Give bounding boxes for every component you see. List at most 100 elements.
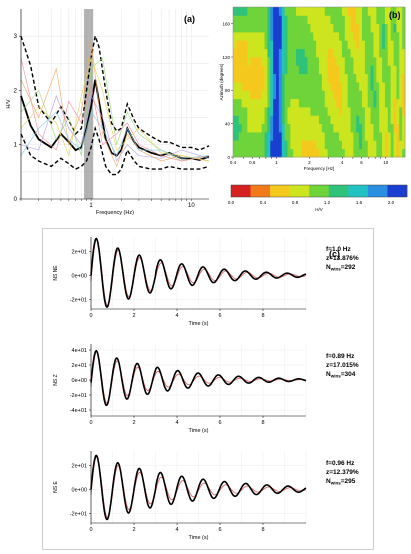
heatmap-cell [396,82,400,91]
heatmap-cell [367,140,371,150]
heatmap-cell [273,148,277,158]
heatmap-cell [350,40,354,50]
heatmap-cell [356,73,360,83]
heatmap-cell [384,90,389,100]
heatmap-cell [247,40,251,50]
heatmap-cell [241,23,245,33]
heatmap-cell [304,65,308,75]
heatmap-cell [393,48,397,58]
heatmap-cell [233,90,237,100]
heatmap-cell [376,132,380,141]
heatmap-cell [396,40,400,50]
heatmap-cell [276,57,280,66]
heatmap-cell [396,65,400,75]
hv-window-line [20,57,210,162]
heatmap-cell [341,65,346,75]
heatmap-cell [336,7,340,16]
heatmap-cell [362,90,366,100]
heatmap-cell [238,107,242,116]
heatmap-cell [353,7,357,16]
heatmap-cell [324,90,328,100]
heatmap-cell [267,90,271,100]
heatmap-cell [364,123,369,133]
windows-count-label: Nwins=292 [326,264,356,272]
heatmap-cell [267,48,271,58]
heatmap-cell [393,7,397,16]
heatmap-cell [270,23,274,33]
heatmap-cell [258,132,263,141]
heatmap-cell [255,115,260,125]
heatmap-cell [253,23,257,33]
heatmap-cell [384,23,389,33]
windows-subscript: wins [330,267,341,272]
heatmap-cell [270,132,274,141]
heatmap-cell [281,73,285,83]
heatmap-cell [344,40,349,50]
heatmap-cell [296,115,300,125]
heatmap-cell [238,23,242,33]
heatmap-cell [301,48,306,58]
heatmap-cell [255,32,260,41]
heatmap-cell [364,65,369,75]
heatmap-cell [255,82,260,91]
heatmap-cell [284,123,288,133]
heatmap-cell [359,48,363,58]
heatmap-cell [402,140,406,150]
heatmap-cell [276,65,280,75]
heatmap-cell [313,90,317,100]
heatmap-cell [316,148,320,158]
heatmap-cell [390,140,394,150]
heatmap-cell [330,40,334,50]
heatmap-cell [313,140,317,150]
heatmap-cell [267,123,271,133]
heatmap-cell [364,40,369,50]
heatmap-cell [347,98,351,108]
signal-line [90,454,307,521]
heatmap-cell [307,23,311,33]
heatmap-cell [356,40,360,50]
heatmap-cell [364,107,369,116]
heatmap-cell [290,7,294,16]
signal-line [90,349,307,407]
heatmap-cell [253,7,257,16]
heatmap-cell [307,140,311,150]
y-tick-label: 1 [14,143,18,149]
heatmap-cell [341,7,346,16]
heatmap-cell [362,57,366,66]
heatmap-cell [301,32,306,41]
heatmap-cell [296,73,300,83]
heatmap-cell [347,115,351,125]
heatmap-cell [350,7,354,16]
heatmap-cell [270,32,274,41]
heatmap-cell [387,107,392,116]
hv-window-line [20,56,210,162]
heatmap-cell [356,115,360,125]
x-tick-label: 0 [89,420,92,426]
heatmap-cell [324,57,328,66]
colorbar-segment [367,185,388,197]
heatmap-cell [341,82,346,91]
heatmap-cell [353,32,357,41]
heatmap-cell [327,57,331,66]
heatmap-cell [284,65,288,75]
heatmap-cell [301,40,306,50]
heatmap-cell [238,123,242,133]
heatmap-cell [298,23,303,33]
heatmap-cell [241,73,245,83]
heatmap-cell [301,7,306,16]
heatmap-cell [359,98,363,108]
heatmap-cell [356,7,360,16]
heatmap-cell [247,82,251,91]
heatmap-cell [333,115,337,125]
heatmap-cell [290,57,294,66]
heatmap-cell [339,23,343,33]
heatmap-cell [359,40,363,50]
heatmap-cell [376,23,380,33]
heatmap-cell [264,23,268,33]
heatmap-cell [396,23,400,33]
heatmap-cell [233,48,237,58]
heatmap-cell [261,48,265,58]
heatmap-cell [310,82,314,91]
heatmap-cell [344,107,349,116]
x-axis-label: Time (s) [189,428,209,434]
